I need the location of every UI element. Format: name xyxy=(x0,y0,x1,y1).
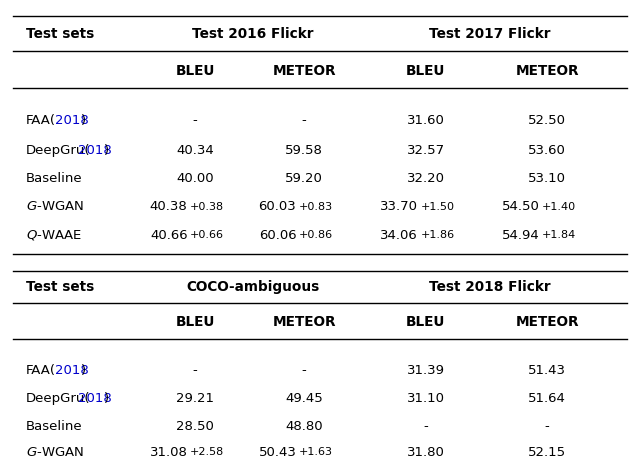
Text: Test 2016 Flickr: Test 2016 Flickr xyxy=(192,27,314,41)
Text: 51.64: 51.64 xyxy=(528,392,566,405)
Text: FAA(: FAA( xyxy=(26,364,56,377)
Text: 34.06: 34.06 xyxy=(380,229,418,242)
Text: +0.86: +0.86 xyxy=(299,230,333,240)
Text: DeepGru(: DeepGru( xyxy=(26,144,90,157)
Text: +1.63: +1.63 xyxy=(299,447,333,457)
Text: 33.70: 33.70 xyxy=(380,200,418,213)
Text: ): ) xyxy=(81,364,86,377)
Text: 31.10: 31.10 xyxy=(406,392,445,405)
Text: +0.83: +0.83 xyxy=(299,202,333,212)
Text: 40.66: 40.66 xyxy=(150,229,188,242)
Text: BLEU: BLEU xyxy=(175,315,215,329)
Text: +1.40: +1.40 xyxy=(542,202,576,212)
Text: 59.20: 59.20 xyxy=(285,172,323,185)
Text: -: - xyxy=(301,114,307,127)
Text: 2018: 2018 xyxy=(55,114,89,127)
Text: 40.00: 40.00 xyxy=(177,172,214,185)
Text: 2018: 2018 xyxy=(78,144,112,157)
Text: 31.60: 31.60 xyxy=(406,114,445,127)
Text: 29.21: 29.21 xyxy=(176,392,214,405)
Text: Test 2017 Flickr: Test 2017 Flickr xyxy=(429,27,550,41)
Text: 48.80: 48.80 xyxy=(285,420,323,433)
Text: 54.94: 54.94 xyxy=(502,229,540,242)
Text: Test sets: Test sets xyxy=(26,280,94,293)
Text: 52.15: 52.15 xyxy=(528,446,566,457)
Text: 31.80: 31.80 xyxy=(406,446,445,457)
Text: METEOR: METEOR xyxy=(515,315,579,329)
Text: BLEU: BLEU xyxy=(175,64,215,78)
Text: -: - xyxy=(423,420,428,433)
Text: Baseline: Baseline xyxy=(26,172,82,185)
Text: $G$-WGAN: $G$-WGAN xyxy=(26,446,84,457)
Text: 40.34: 40.34 xyxy=(177,144,214,157)
Text: 28.50: 28.50 xyxy=(176,420,214,433)
Text: METEOR: METEOR xyxy=(272,315,336,329)
Text: -: - xyxy=(193,364,198,377)
Text: ): ) xyxy=(104,392,109,405)
Text: Baseline: Baseline xyxy=(26,420,82,433)
Text: +1.50: +1.50 xyxy=(420,202,454,212)
Text: ): ) xyxy=(104,144,109,157)
Text: 2018: 2018 xyxy=(55,364,89,377)
Text: FAA(: FAA( xyxy=(26,114,56,127)
Text: 53.60: 53.60 xyxy=(528,144,566,157)
Text: METEOR: METEOR xyxy=(515,64,579,78)
Text: +1.84: +1.84 xyxy=(542,230,577,240)
Text: 51.43: 51.43 xyxy=(528,364,566,377)
Text: BLEU: BLEU xyxy=(406,315,445,329)
Text: Test sets: Test sets xyxy=(26,27,94,41)
Text: -: - xyxy=(301,364,307,377)
Text: Test 2018 Flickr: Test 2018 Flickr xyxy=(429,280,550,293)
Text: ): ) xyxy=(81,114,86,127)
Text: +0.38: +0.38 xyxy=(190,202,224,212)
Text: +2.58: +2.58 xyxy=(190,447,225,457)
Text: 32.20: 32.20 xyxy=(406,172,445,185)
Text: -: - xyxy=(545,420,550,433)
Text: 31.39: 31.39 xyxy=(406,364,445,377)
Text: 60.03: 60.03 xyxy=(259,200,296,213)
Text: 49.45: 49.45 xyxy=(285,392,323,405)
Text: 52.50: 52.50 xyxy=(528,114,566,127)
Text: 50.43: 50.43 xyxy=(259,446,296,457)
Text: $G$-WGAN: $G$-WGAN xyxy=(26,200,84,213)
Text: 40.38: 40.38 xyxy=(150,200,188,213)
Text: 2018: 2018 xyxy=(78,392,112,405)
Text: 59.58: 59.58 xyxy=(285,144,323,157)
Text: +0.66: +0.66 xyxy=(190,230,224,240)
Text: BLEU: BLEU xyxy=(406,64,445,78)
Text: 53.10: 53.10 xyxy=(528,172,566,185)
Text: 32.57: 32.57 xyxy=(406,144,445,157)
Text: 54.50: 54.50 xyxy=(502,200,540,213)
Text: $Q$-WAAE: $Q$-WAAE xyxy=(26,228,81,242)
Text: 60.06: 60.06 xyxy=(259,229,296,242)
Text: DeepGru(: DeepGru( xyxy=(26,392,90,405)
Text: METEOR: METEOR xyxy=(272,64,336,78)
Text: 31.08: 31.08 xyxy=(150,446,188,457)
Text: -: - xyxy=(193,114,198,127)
Text: COCO-ambiguous: COCO-ambiguous xyxy=(186,280,319,293)
Text: +1.86: +1.86 xyxy=(420,230,454,240)
